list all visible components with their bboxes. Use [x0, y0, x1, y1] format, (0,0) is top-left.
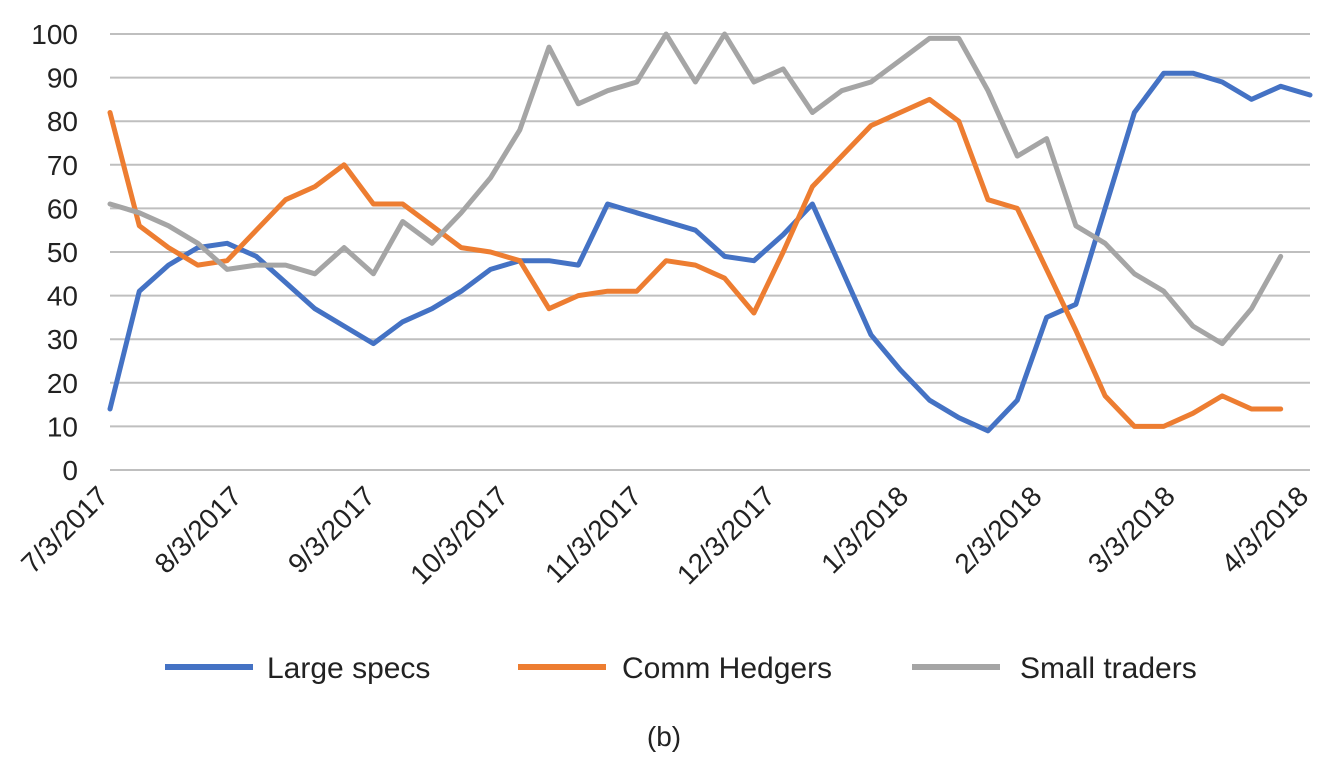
x-tick-label: 3/3/2018 [1082, 480, 1181, 579]
y-tick-label: 40 [47, 281, 78, 312]
legend-label: Comm Hedgers [622, 652, 832, 685]
series-line-2 [107, 31, 1284, 347]
x-tick-label: 8/3/2017 [149, 480, 248, 579]
x-tick-label: 4/3/2018 [1215, 480, 1314, 579]
y-tick-label: 10 [47, 411, 78, 442]
series-line-0 [107, 70, 1313, 434]
x-tick-label: 11/3/2017 [539, 480, 648, 589]
y-tick-label: 100 [31, 19, 78, 50]
x-tick-label: 1/3/2018 [815, 480, 914, 579]
y-tick-label: 70 [47, 150, 78, 181]
legend-label: Large specs [267, 652, 430, 685]
y-tick-label: 90 [47, 63, 78, 94]
y-tick-label: 80 [47, 106, 78, 137]
series-lines [107, 31, 1313, 434]
y-tick-label: 0 [62, 455, 78, 486]
x-tick-label: 2/3/2018 [949, 480, 1048, 579]
y-tick-label: 50 [47, 237, 78, 268]
x-tick-label: 7/3/2017 [15, 480, 114, 579]
x-tick-label: 10/3/2017 [404, 480, 514, 590]
y-tick-label: 60 [47, 193, 78, 224]
x-tick-label: 12/3/2017 [671, 480, 781, 590]
x-tick-label: 9/3/2017 [282, 480, 381, 579]
legend-label: Small traders [1020, 652, 1197, 685]
gridlines [110, 33, 1310, 471]
y-tick-label: 20 [47, 368, 78, 399]
x-axis-ticks: 7/3/2017 8/3/2017 9/3/2017 10/3/2017 11/3/20… [15, 480, 1314, 590]
y-tick-label: 30 [47, 324, 78, 355]
y-axis-ticks: 0 10 20 30 40 50 60 70 80 90 100 [31, 19, 78, 486]
legend: Large specs Comm Hedgers Small traders [165, 652, 1197, 685]
figure-caption: (b) [647, 721, 681, 752]
series-line-1 [107, 96, 1284, 429]
